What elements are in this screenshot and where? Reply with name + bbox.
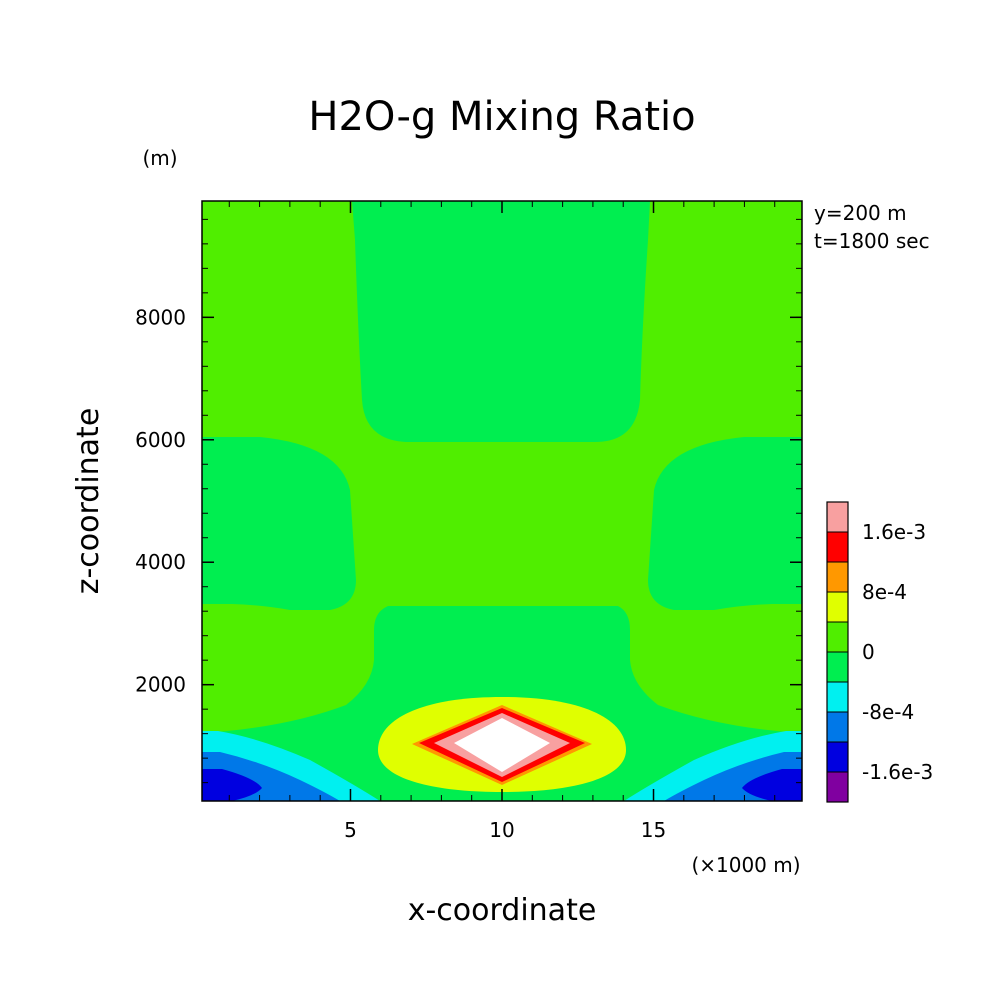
contour-field xyxy=(202,201,802,801)
colorbar-tick-label: 0 xyxy=(862,640,875,664)
y-axis-title: z-coordinate xyxy=(71,408,106,595)
contour-central-maximum xyxy=(454,718,550,772)
colorbar-swatch xyxy=(827,502,848,532)
y-unit-label: (m) xyxy=(142,146,177,170)
colorbar-swatch xyxy=(827,682,848,712)
contour-upper-central-slightly-negative xyxy=(352,201,650,442)
y-tick-label: 2000 xyxy=(135,673,186,697)
chart-title: H2O-g Mixing Ratio xyxy=(308,94,695,140)
contour-right-bottom-negative-3 xyxy=(742,769,802,801)
colorbar-swatch xyxy=(827,712,848,742)
x-tick-label: 5 xyxy=(344,818,357,842)
colorbar-swatch xyxy=(827,562,848,592)
contour-left-middle-slightly-negative xyxy=(202,437,356,610)
annotation-t: t=1800 sec xyxy=(814,229,930,253)
colorbar-tick-label: -8e-4 xyxy=(862,700,914,724)
colorbar-tick-label: 1.6e-3 xyxy=(862,520,926,544)
y-tick-label: 8000 xyxy=(135,305,186,329)
y-tick-label: 6000 xyxy=(135,428,186,452)
contour-right-middle-slightly-negative xyxy=(648,437,802,610)
colorbar-tick-label: 8e-4 xyxy=(862,580,907,604)
contour-left-bottom-negative-3 xyxy=(202,769,262,801)
colorbar-swatch xyxy=(827,592,848,622)
x-axis-title: x-coordinate xyxy=(408,893,597,928)
colorbar-swatch xyxy=(827,742,848,772)
x-axis: 5 10 15 xyxy=(344,201,666,842)
colorbar-swatch xyxy=(827,532,848,562)
annotation-y: y=200 m xyxy=(814,201,907,225)
x-tick-label: 10 xyxy=(489,818,514,842)
x-unit-label: (×1000 m) xyxy=(691,853,800,877)
colorbar-swatch xyxy=(827,652,848,682)
colorbar-swatch xyxy=(827,622,848,652)
y-tick-label: 4000 xyxy=(135,550,186,574)
colorbar: -1.6e-3 -8e-4 0 8e-4 1.6e-3 xyxy=(826,501,933,803)
colorbar-swatch xyxy=(827,772,848,802)
x-tick-label: 15 xyxy=(641,818,666,842)
colorbar-tick-label: -1.6e-3 xyxy=(862,760,933,784)
y-axis: 2000 4000 6000 8000 xyxy=(135,305,802,697)
